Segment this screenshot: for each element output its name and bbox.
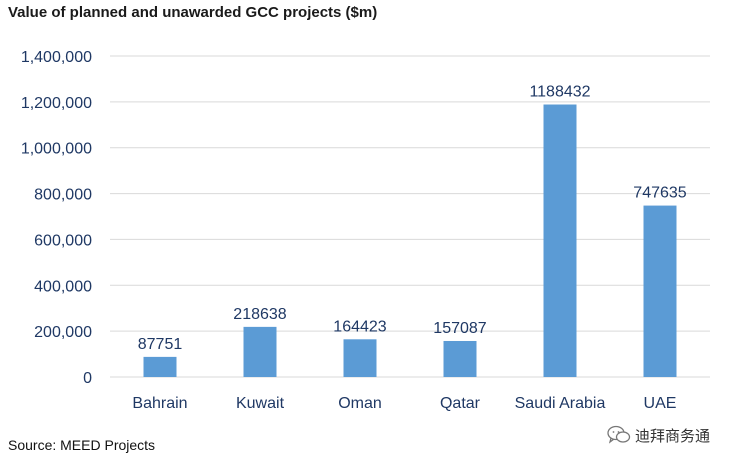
y-tick-label: 400,000 bbox=[34, 278, 92, 295]
x-tick-label: Oman bbox=[338, 395, 382, 412]
bar bbox=[343, 339, 377, 377]
x-tick-label: Qatar bbox=[440, 395, 481, 412]
y-tick-label: 1,000,000 bbox=[21, 141, 92, 158]
watermark-text: 迪拜商务通 bbox=[635, 426, 711, 445]
bar bbox=[243, 326, 277, 377]
y-tick-label: 600,000 bbox=[34, 232, 92, 249]
x-tick-label: Bahrain bbox=[132, 395, 187, 412]
x-tick-label: Kuwait bbox=[236, 395, 285, 412]
data-label: 747635 bbox=[633, 185, 686, 202]
x-tick-label: Saudi Arabia bbox=[515, 395, 606, 412]
source-note: Source: MEED Projects bbox=[8, 437, 156, 453]
chart-title: Value of planned and unawarded GCC proje… bbox=[8, 4, 378, 21]
data-label: 87751 bbox=[138, 336, 183, 353]
data-label: 218638 bbox=[233, 306, 286, 323]
data-label: 164423 bbox=[333, 318, 386, 335]
y-tick-label: 0 bbox=[83, 370, 92, 387]
x-tick-label: UAE bbox=[644, 395, 677, 412]
y-tick-label: 1,200,000 bbox=[21, 95, 92, 112]
bar bbox=[143, 356, 177, 377]
bar bbox=[643, 205, 677, 377]
y-tick-label: 200,000 bbox=[34, 324, 92, 341]
y-tick-label: 800,000 bbox=[34, 187, 92, 204]
bar bbox=[543, 104, 577, 377]
y-tick-label: 1,400,000 bbox=[21, 49, 92, 66]
data-label: 157087 bbox=[433, 320, 486, 337]
bar bbox=[443, 340, 477, 377]
wechat-icon bbox=[607, 425, 631, 444]
watermark: 迪拜商务通 bbox=[607, 424, 710, 446]
data-label: 1188432 bbox=[529, 84, 590, 101]
